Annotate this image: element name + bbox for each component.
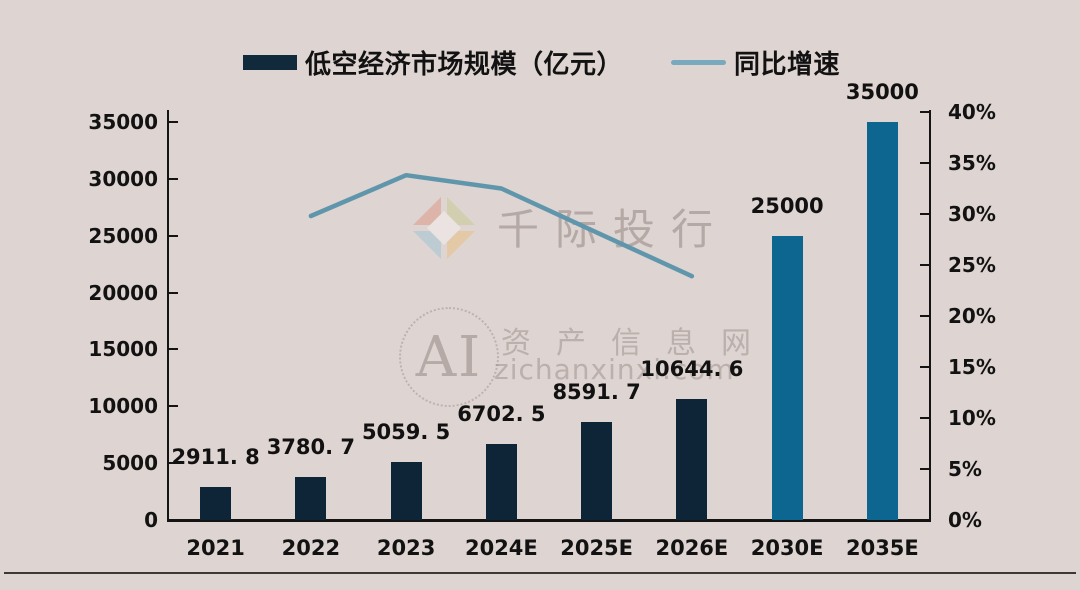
left-axis-tick bbox=[168, 462, 178, 465]
x-axis-label-2025E: 2025E bbox=[560, 536, 634, 560]
legend-line-label: 同比增速 bbox=[734, 49, 841, 80]
right-axis-tick bbox=[920, 468, 930, 470]
legend-line-swatch-icon bbox=[671, 59, 727, 65]
left-y-axis bbox=[167, 110, 169, 521]
left-axis-tick bbox=[168, 519, 178, 521]
right-y-axis bbox=[929, 110, 931, 521]
left-axis-tick-label: 35000 bbox=[88, 110, 158, 134]
bar-2030E bbox=[771, 235, 803, 520]
x-axis-label-2021: 2021 bbox=[186, 536, 245, 560]
bar-2022 bbox=[295, 477, 327, 520]
legend: 低空经济市场规模（亿元） 同比增速 bbox=[243, 46, 841, 80]
right-axis-tick bbox=[920, 417, 930, 419]
bar-value-label: 3780. 7 bbox=[266, 435, 356, 459]
x-axis bbox=[167, 519, 931, 522]
right-axis-tick bbox=[920, 162, 930, 164]
bar-2024E bbox=[485, 443, 517, 520]
bar-value-label: 2911. 8 bbox=[171, 444, 260, 469]
watermark-ai-badge: AI bbox=[399, 307, 499, 407]
left-axis-tick bbox=[168, 405, 178, 408]
right-axis-tick-label: 10% bbox=[948, 406, 996, 430]
right-axis-tick-label: 20% bbox=[948, 304, 996, 328]
left-axis-tick-label: 30000 bbox=[88, 166, 158, 191]
bar-2021 bbox=[200, 486, 232, 520]
right-axis-tick-label: 15% bbox=[948, 355, 996, 379]
legend-bar-swatch-icon bbox=[243, 54, 297, 70]
left-axis-tick-label: 0 bbox=[144, 508, 158, 532]
bar-2026E bbox=[676, 398, 708, 520]
legend-bar-label: 低空经济市场规模（亿元） bbox=[305, 49, 624, 80]
left-axis-tick bbox=[168, 177, 178, 180]
bar-value-label: 8591. 7 bbox=[552, 380, 641, 405]
right-axis-tick bbox=[920, 264, 930, 266]
bottom-divider-line bbox=[4, 572, 1076, 574]
right-axis-tick bbox=[920, 366, 930, 368]
watermark-ai-text: AI bbox=[415, 324, 483, 390]
left-axis-tick bbox=[168, 121, 178, 123]
left-axis-tick bbox=[168, 234, 178, 237]
x-axis-label-2023: 2023 bbox=[376, 536, 436, 560]
left-axis-tick-label: 10000 bbox=[88, 394, 158, 419]
right-axis-tick-label: 30% bbox=[948, 202, 996, 226]
right-axis-tick-label: 35% bbox=[948, 151, 996, 175]
left-axis-tick-label: 5000 bbox=[102, 451, 158, 476]
right-axis-tick-label: 0% bbox=[948, 508, 982, 532]
left-axis-tick bbox=[168, 348, 178, 351]
bar-value-label: 10644. 6 bbox=[640, 356, 744, 381]
right-axis-tick bbox=[920, 111, 930, 113]
x-axis-label-2035E: 2035E bbox=[845, 536, 919, 560]
right-axis-tick bbox=[920, 315, 930, 317]
watermark-site-name: 资产信息网 bbox=[501, 326, 776, 361]
right-axis-tick-label: 40% bbox=[948, 100, 996, 124]
bar-2035E bbox=[866, 122, 898, 520]
left-axis-tick-label: 15000 bbox=[88, 337, 158, 362]
left-axis-tick-label: 25000 bbox=[88, 223, 158, 248]
watermark-brand-text: 千际投行 bbox=[497, 205, 730, 254]
bar-value-label: 25000 bbox=[750, 193, 824, 218]
x-axis-label-2024E: 2024E bbox=[464, 536, 538, 560]
bar-value-label: 5059. 5 bbox=[361, 420, 451, 445]
bar-2025E bbox=[581, 422, 613, 520]
bar-2023 bbox=[390, 462, 422, 520]
x-axis-label-2026E: 2026E bbox=[655, 536, 729, 560]
right-axis-tick-label: 5% bbox=[948, 457, 982, 481]
right-axis-tick-label: 25% bbox=[948, 253, 996, 277]
left-axis-tick bbox=[168, 291, 178, 294]
x-axis-label-2030E: 2030E bbox=[750, 536, 824, 560]
qianji-diamond-logo-icon bbox=[413, 197, 475, 259]
right-axis-tick bbox=[920, 519, 930, 521]
x-axis-label-2022: 2022 bbox=[281, 536, 341, 560]
bar-value-label: 35000 bbox=[845, 80, 919, 104]
right-axis-tick bbox=[920, 213, 930, 215]
bar-value-label: 6702. 5 bbox=[457, 401, 546, 426]
left-axis-tick-label: 20000 bbox=[88, 280, 158, 305]
